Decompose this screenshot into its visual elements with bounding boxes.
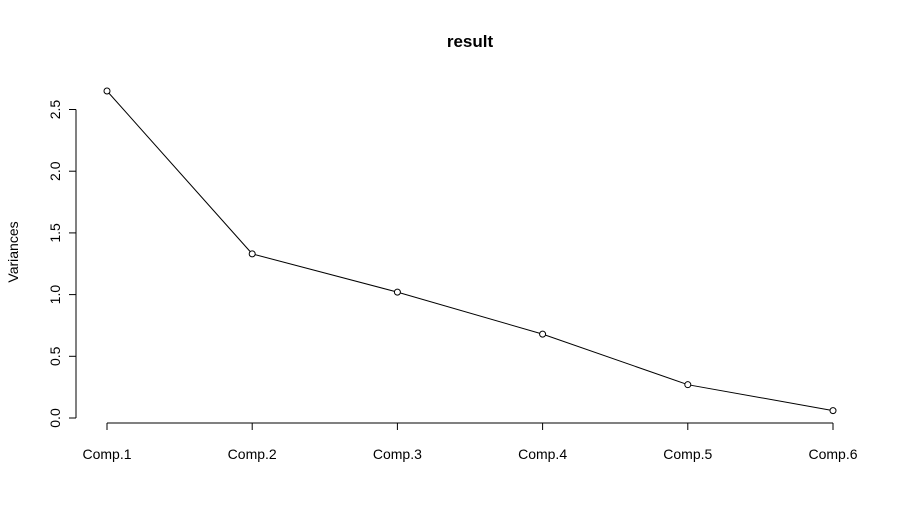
y-tick-label: 1.5	[47, 223, 63, 243]
data-point-comp-6	[829, 407, 837, 415]
x-tick-label: Comp.6	[808, 446, 857, 462]
x-tick-label: Comp.5	[663, 446, 712, 462]
y-tick-label: 2.5	[47, 100, 63, 120]
data-point-comp-1	[103, 87, 111, 95]
data-point-comp-3	[393, 288, 401, 296]
data-point-comp-4	[539, 330, 547, 338]
data-point-comp-2	[248, 250, 256, 258]
x-axis: Comp.1 Comp.2 Comp.3 Comp.4 Comp.5 Comp.6	[82, 422, 858, 462]
y-tick-label: 1.0	[47, 285, 63, 305]
variance-series	[103, 87, 837, 415]
chart-title: result	[447, 32, 494, 51]
y-tick-label: 0.0	[47, 408, 63, 428]
x-tick-label: Comp.1	[82, 446, 131, 462]
data-point-comp-5	[684, 381, 692, 389]
y-tick-label: 2.0	[47, 161, 63, 181]
x-tick-label: Comp.4	[518, 446, 567, 462]
y-axis: 0.0 0.5 1.0 1.5 2.0 2.5	[47, 100, 77, 428]
x-tick-label: Comp.3	[373, 446, 422, 462]
series-line	[106, 90, 834, 412]
y-axis-label: Variances	[5, 221, 21, 282]
x-tick-label: Comp.2	[228, 446, 277, 462]
y-tick-label: 0.5	[47, 346, 63, 366]
